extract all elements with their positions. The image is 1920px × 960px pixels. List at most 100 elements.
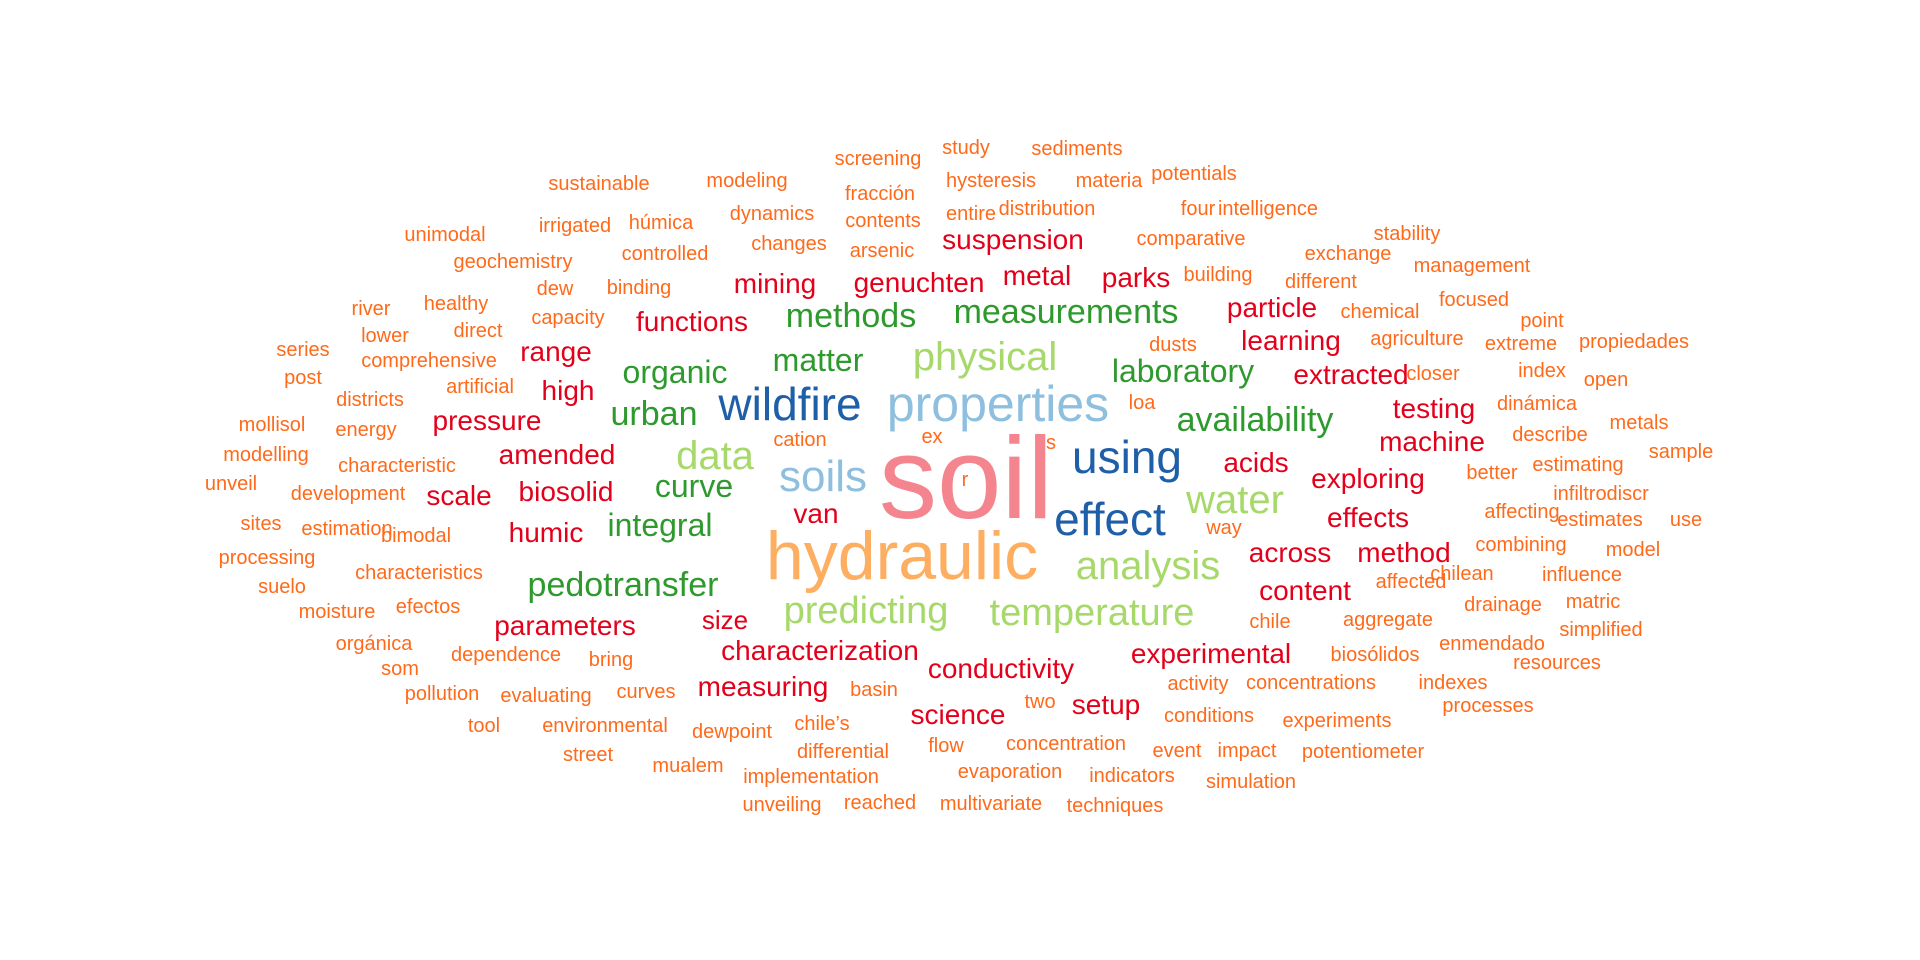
word-ex: ex (921, 426, 943, 448)
word-functions: functions (635, 306, 749, 337)
word-lower: lower (361, 325, 409, 347)
word-measurements: measurements (953, 293, 1179, 331)
word-experiments: experiments (1282, 710, 1392, 732)
word-enmendado: enmendado (1439, 633, 1545, 655)
word-experimental: experimental (1130, 638, 1292, 669)
word-focused: focused (1438, 289, 1510, 311)
word-implementation: implementation (743, 766, 879, 788)
word-environmental: environmental (542, 715, 668, 737)
word-resources: resources (1513, 652, 1601, 674)
word-index: index (1518, 360, 1566, 382)
word-affecting: affecting (1484, 501, 1560, 523)
word-potentials: potentials (1151, 163, 1237, 185)
word-suelo: suelo (258, 576, 306, 598)
word-parks: parks (1101, 262, 1171, 293)
word-techniques: techniques (1066, 795, 1164, 817)
word-properties: properties (886, 376, 1110, 432)
word-districts: districts (336, 389, 404, 411)
word-materia: materia (1075, 170, 1143, 192)
word-high: high (541, 375, 595, 406)
word-propiedades: propiedades (1578, 331, 1690, 353)
word-four: four (1180, 198, 1216, 220)
word-pedotransfer: pedotransfer (527, 566, 719, 604)
word-soil: soil (878, 413, 1054, 543)
word-science: science (910, 699, 1006, 730)
word-characteristic: characteristic (338, 455, 456, 477)
word-unimodal: unimodal (404, 224, 486, 246)
word-exchange: exchange (1304, 243, 1392, 265)
word-extreme: extreme (1484, 333, 1558, 355)
word-study: study (942, 137, 990, 159)
word-temperature: temperature (989, 592, 1195, 634)
word-hydraulic: hydraulic (765, 518, 1039, 594)
word-biosolid: biosolid (518, 476, 614, 507)
word-genuchten: genuchten (853, 267, 985, 298)
word-physical: physical (912, 335, 1058, 379)
word-metals: metals (1609, 412, 1669, 434)
word-two: two (1024, 691, 1056, 713)
word-parameters: parameters (494, 610, 636, 641)
word-characterization: characterization (721, 635, 919, 666)
word-metal: metal (1002, 260, 1072, 291)
word-irrigated: irrigated (538, 215, 612, 237)
word-contents: contents (845, 210, 921, 232)
word-way: way (1206, 517, 1242, 539)
word-comprehensive: comprehensive (361, 350, 497, 372)
word-binding: binding (606, 277, 672, 299)
word-particle: particle (1226, 292, 1318, 323)
word-estimates: estimates (1557, 509, 1643, 531)
word-combining: combining (1475, 534, 1567, 556)
word-evaporation: evaporation (957, 761, 1063, 783)
word-availability: availability (1176, 401, 1334, 439)
word-agriculture: agriculture (1370, 328, 1464, 350)
word-simulation: simulation (1205, 771, 1297, 793)
word-laboratory: laboratory (1111, 353, 1255, 389)
word-direct: direct (453, 320, 503, 342)
word-pollution: pollution (404, 683, 480, 705)
word-dinámica: dinámica (1496, 393, 1578, 415)
word-loa: loa (1128, 392, 1156, 414)
word-model: model (1605, 539, 1661, 561)
word-effect: effect (1054, 493, 1166, 545)
word-sample: sample (1648, 441, 1714, 463)
word-infiltrodiscr: infiltrodiscr (1553, 483, 1649, 505)
word-matter: matter (772, 342, 864, 378)
word-tool: tool (467, 715, 501, 737)
word-predicting: predicting (783, 590, 949, 632)
word-different: different (1285, 271, 1357, 293)
word-screening: screening (834, 148, 922, 170)
word-drainage: drainage (1464, 594, 1542, 616)
word-indexes: indexes (1418, 672, 1488, 694)
word-describe: describe (1512, 424, 1588, 446)
word-dewpoint: dewpoint (691, 721, 773, 743)
word-influence: influence (1541, 564, 1623, 586)
word-point: point (1520, 310, 1564, 332)
word-bring: bring (588, 649, 634, 671)
word-conductivity: conductivity (927, 653, 1075, 684)
word-urban: urban (610, 395, 698, 433)
word-sites: sites (240, 513, 282, 535)
word-street: street (562, 744, 614, 766)
word-better: better (1466, 462, 1518, 484)
word-integral: integral (607, 507, 713, 543)
word-entire: entire (945, 203, 997, 225)
word-size: size (701, 605, 749, 635)
word-distribution: distribution (998, 198, 1096, 220)
word-post: post (284, 367, 322, 389)
word-capacity: capacity (531, 307, 605, 329)
word-bimodal: bimodal (380, 525, 452, 547)
word-series: series (276, 339, 330, 361)
word-multivariate: multivariate (939, 793, 1043, 815)
word-organic: organic (622, 354, 728, 390)
word-r: r (961, 469, 969, 491)
word-pressure: pressure (432, 405, 542, 436)
word-chemical: chemical (1340, 301, 1420, 323)
word-chile-s: chile’s (794, 713, 850, 735)
word-range: range (520, 336, 592, 367)
word-dynamics: dynamics (729, 203, 815, 225)
word-scale: scale (426, 480, 492, 511)
word-artificial: artificial (446, 376, 514, 398)
word-estimation: estimation (301, 518, 393, 540)
word-som: som (381, 658, 419, 680)
